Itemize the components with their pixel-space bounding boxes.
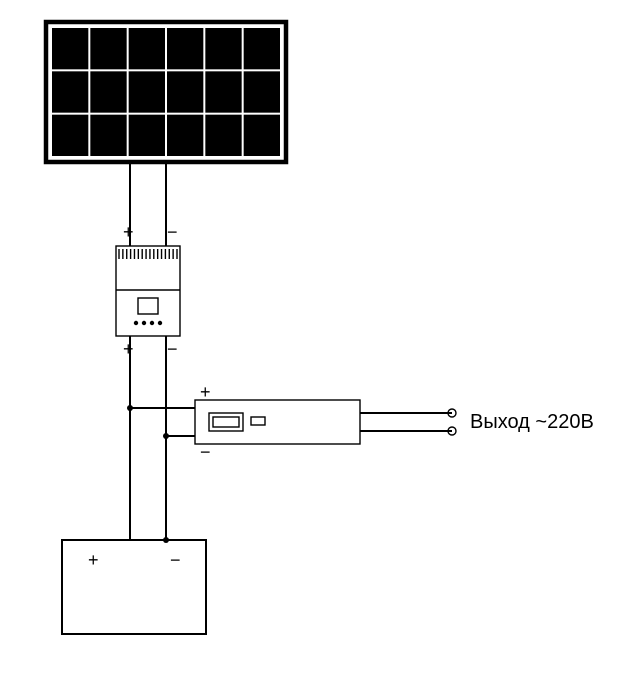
controller-in-minus-label: − bbox=[167, 222, 178, 242]
controller-out-plus-label: + bbox=[123, 339, 134, 359]
solar-wiring-diagram: +−+−+−Выход ~220В+− bbox=[0, 0, 619, 675]
output-label: Выход ~220В bbox=[470, 411, 594, 433]
inverter-in-minus-label: − bbox=[200, 442, 211, 462]
battery-plus-label: + bbox=[88, 550, 99, 570]
controller-out-minus-label: − bbox=[167, 339, 178, 359]
battery-minus-label: − bbox=[170, 550, 181, 570]
battery: +− bbox=[62, 540, 206, 634]
solar-panel bbox=[46, 22, 286, 162]
inverter-in-plus-label: + bbox=[200, 382, 211, 402]
controller-in-plus-label: + bbox=[123, 222, 134, 242]
charge-controller bbox=[116, 246, 180, 336]
inverter bbox=[195, 400, 360, 444]
